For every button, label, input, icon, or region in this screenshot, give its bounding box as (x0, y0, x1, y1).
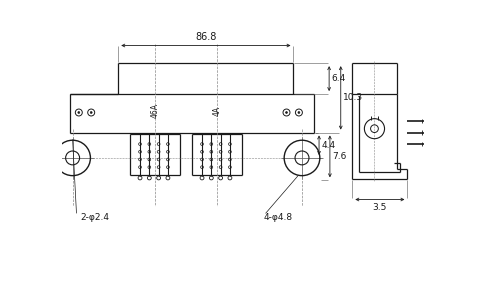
Text: 4.4: 4.4 (322, 141, 335, 150)
Text: 6.4: 6.4 (331, 74, 346, 83)
Circle shape (90, 112, 92, 113)
Text: 3.5: 3.5 (372, 203, 387, 212)
Text: 86.8: 86.8 (195, 33, 216, 42)
Circle shape (298, 112, 300, 113)
Text: 2-φ2.4: 2-φ2.4 (81, 213, 109, 222)
Text: 7.6: 7.6 (332, 152, 347, 161)
Text: 46A: 46A (150, 104, 159, 119)
Circle shape (286, 112, 288, 113)
Circle shape (78, 112, 80, 113)
Text: 4-φ4.8: 4-φ4.8 (263, 213, 292, 222)
Text: 10.3: 10.3 (343, 93, 363, 102)
Text: 4A: 4A (212, 106, 221, 116)
